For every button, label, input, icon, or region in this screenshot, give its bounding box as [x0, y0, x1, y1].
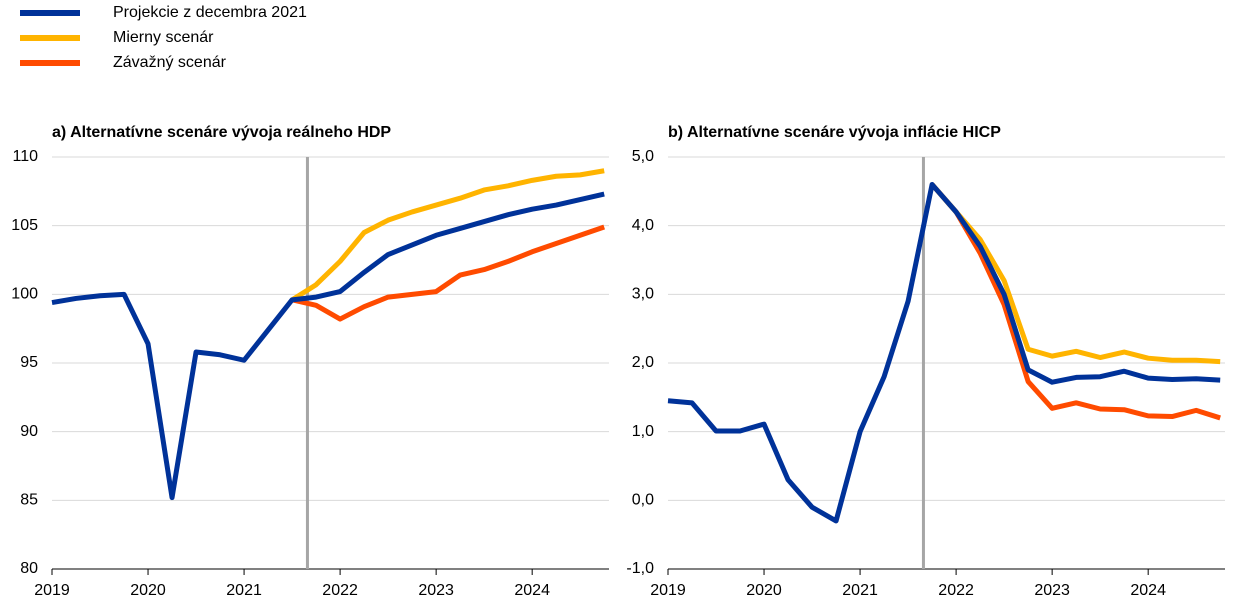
- series-line: [290, 168, 605, 302]
- x-tick-label: 2021: [842, 582, 878, 599]
- x-tick-label: 2022: [322, 582, 358, 599]
- y-tick-label: 5,0: [632, 148, 654, 165]
- y-tick-label: 110: [12, 148, 38, 165]
- y-tick-label: 2,0: [632, 354, 654, 371]
- y-tick-label: 95: [20, 354, 38, 371]
- y-tick-label: 3,0: [632, 286, 654, 303]
- chart-title: b) Alternatívne scenáre vývoja inflácie …: [668, 124, 1001, 141]
- series-line: [291, 224, 606, 322]
- y-tick-label: 0,0: [632, 492, 654, 509]
- x-tick-label: 2024: [1130, 582, 1166, 599]
- y-tick-label: 105: [11, 217, 38, 234]
- y-tick-label: 85: [20, 492, 38, 509]
- y-tick-label: 1,0: [632, 423, 654, 440]
- series-line: [930, 182, 1221, 365]
- x-tick-label: 2019: [34, 582, 70, 599]
- x-tick-label: 2022: [938, 582, 974, 599]
- x-tick-label: 2024: [514, 582, 550, 599]
- y-tick-label: 100: [11, 286, 38, 303]
- legend-label: Projekcie z decembra 2021: [113, 4, 307, 21]
- x-tick-label: 2019: [650, 582, 686, 599]
- x-tick-label: 2023: [1034, 582, 1070, 599]
- series-line: [930, 182, 1221, 421]
- x-tick-label: 2023: [418, 582, 454, 599]
- y-tick-label: 4,0: [632, 217, 654, 234]
- x-tick-label: 2020: [130, 582, 166, 599]
- chart-title: a) Alternatívne scenáre vývoja reálneho …: [52, 124, 391, 141]
- x-tick-label: 2020: [746, 582, 782, 599]
- y-tick-label: 90: [20, 423, 38, 440]
- x-tick-label: 2021: [226, 582, 262, 599]
- series-line: [667, 181, 1221, 524]
- legend-label: Závažný scenár: [113, 54, 227, 71]
- legend-label: Mierny scenár: [113, 29, 214, 46]
- series-line: [51, 191, 605, 501]
- y-tick-label: 80: [20, 560, 38, 577]
- y-tick-label: -1,0: [626, 560, 654, 577]
